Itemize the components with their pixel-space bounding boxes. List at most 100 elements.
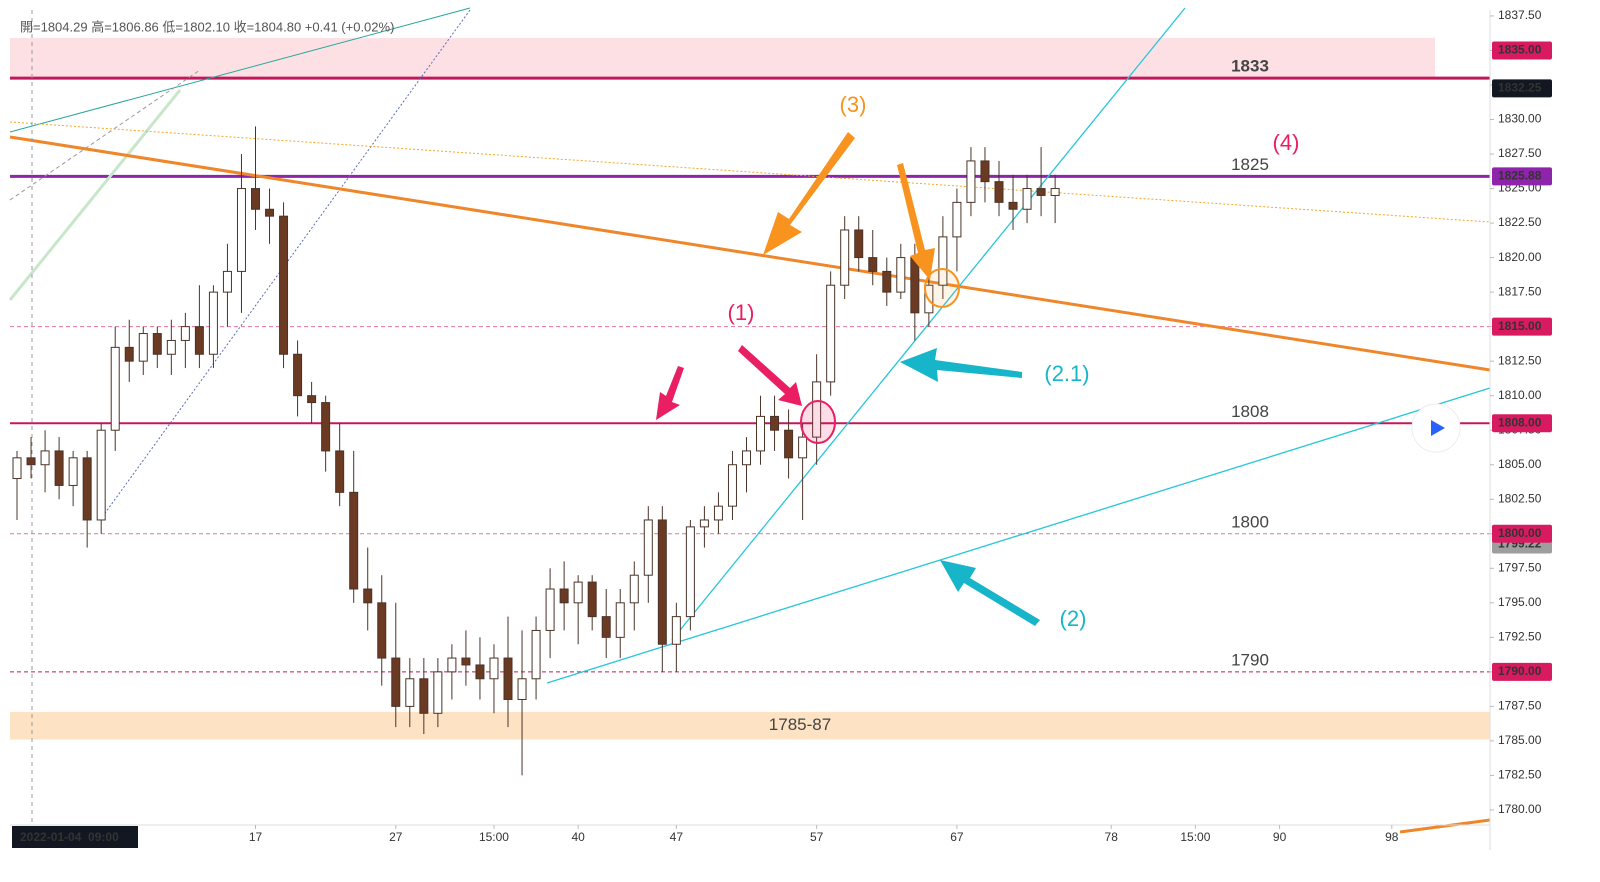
candle-body (475, 664, 485, 680)
x-tick-label: 27 (389, 830, 403, 844)
annotation: (4) (1273, 130, 1300, 155)
candle-body (559, 588, 569, 604)
price-badge-label: 1800.00 (1498, 526, 1542, 540)
candle-body (784, 429, 794, 459)
highlight-circle (924, 268, 960, 308)
candle-body (124, 346, 134, 362)
annotations: (1) (2) (2.1) (3) (4) (728, 92, 1300, 631)
trend-line (9, 121, 1491, 223)
candle-body (699, 519, 709, 528)
candle-body (265, 208, 275, 217)
candle-body (433, 671, 443, 714)
price-badge (1492, 79, 1552, 98)
candle-body (180, 326, 190, 341)
trend-line (9, 69, 201, 201)
candle-body (363, 588, 373, 604)
candle-body (952, 201, 962, 238)
arrow (897, 163, 935, 280)
x-tick-label: 17 (249, 830, 263, 844)
arrow (763, 132, 855, 255)
candle-body (447, 657, 457, 673)
candle-body (405, 678, 415, 707)
x-tick-label: 15:00 (1180, 830, 1210, 844)
level-label: 1800 (1231, 512, 1269, 531)
arrow (738, 345, 802, 406)
y-tick-label: 1817.50 (1498, 284, 1542, 298)
candle-body (657, 519, 667, 645)
candle-body (770, 415, 780, 431)
x-tick-label: 15:00 (479, 830, 509, 844)
price-badge-label: 1790.00 (1498, 664, 1542, 678)
candle-body (812, 381, 822, 438)
candle-body (377, 602, 387, 659)
x-tick-label: 78 (1105, 830, 1119, 844)
play-button[interactable] (1411, 403, 1461, 453)
price-badge-label: 1832.25 (1498, 81, 1542, 95)
candle-body (671, 616, 681, 645)
candle-body (615, 602, 625, 638)
annotation: (2.1) (1044, 361, 1089, 386)
candle-body (54, 450, 64, 486)
candle-body (166, 339, 176, 355)
price-badge-label: 1815.00 (1498, 319, 1542, 333)
candle-body (40, 450, 50, 466)
level-label: 1825 (1231, 155, 1269, 174)
candle-body (194, 326, 204, 355)
zone (10, 711, 1490, 740)
price-badge (1492, 524, 1552, 543)
candle-body (208, 291, 218, 355)
candle-body (840, 229, 850, 286)
candle-body (826, 284, 836, 383)
candle-body (461, 657, 471, 666)
candle-body (110, 346, 120, 431)
candle-body (1036, 188, 1046, 196)
x-tick-label: 47 (670, 830, 684, 844)
candle-body (349, 491, 359, 590)
candle-body (503, 657, 513, 700)
arrow (940, 560, 1040, 626)
candle-body (138, 333, 148, 362)
y-tick-label: 1822.50 (1498, 215, 1542, 229)
y-tick-label: 1810.00 (1498, 388, 1542, 402)
arrow (900, 348, 1022, 382)
candle-body (1008, 201, 1018, 210)
candle-body (587, 581, 597, 618)
candle-body (26, 457, 36, 466)
candle-body (96, 429, 106, 521)
annotation: (2) (1060, 606, 1087, 631)
level-label: 1790 (1231, 650, 1269, 669)
candles (12, 126, 1060, 776)
x-tick-label: 57 (810, 830, 824, 844)
candle-body (489, 657, 499, 680)
resistance-line (9, 135, 1491, 372)
candle-body (419, 678, 429, 714)
zone-label: 1785-87 (769, 715, 831, 734)
y-tick-label: 1792.50 (1498, 630, 1542, 644)
y-tick-label: 1785.00 (1498, 733, 1542, 747)
price-badge-label: 1825.88 (1498, 169, 1542, 183)
level-label: 1808 (1231, 402, 1269, 421)
level-label: 1833 (1231, 57, 1269, 76)
candle-body (545, 588, 555, 631)
price-badge-label: 1808.00 (1498, 415, 1542, 429)
price-axis-bg (1490, 0, 1600, 877)
y-tick-label: 1827.50 (1498, 146, 1542, 160)
candle-body (68, 457, 78, 486)
candle-body (573, 581, 583, 604)
candle-body (321, 402, 331, 452)
candle-body (798, 436, 808, 459)
channel-line (99, 9, 471, 521)
candle-body (994, 181, 1004, 203)
candle-body (391, 657, 401, 707)
candle-body (1050, 188, 1060, 196)
zone (10, 38, 1435, 77)
candle-body (741, 450, 751, 466)
candle-body (152, 333, 162, 355)
trend-line (8, 89, 182, 301)
price-badge (1492, 414, 1552, 433)
x-tick-label: 98 (1385, 830, 1399, 844)
play-icon[interactable] (1431, 420, 1445, 436)
zones: 1785-87 (10, 38, 1490, 740)
candle-body (980, 160, 990, 183)
y-tick-label: 1830.00 (1498, 112, 1542, 126)
